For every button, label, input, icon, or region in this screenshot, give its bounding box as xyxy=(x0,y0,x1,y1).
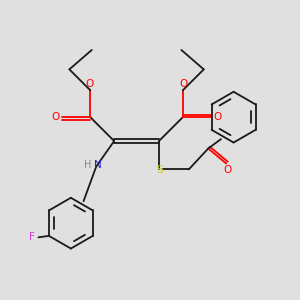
Text: O: O xyxy=(85,79,94,89)
Text: F: F xyxy=(28,232,34,242)
Text: O: O xyxy=(214,112,222,122)
Text: S: S xyxy=(156,165,163,175)
Text: H: H xyxy=(84,160,92,170)
Text: O: O xyxy=(51,112,59,122)
Text: O: O xyxy=(224,165,232,175)
Text: O: O xyxy=(179,79,188,89)
Text: N: N xyxy=(94,160,102,170)
